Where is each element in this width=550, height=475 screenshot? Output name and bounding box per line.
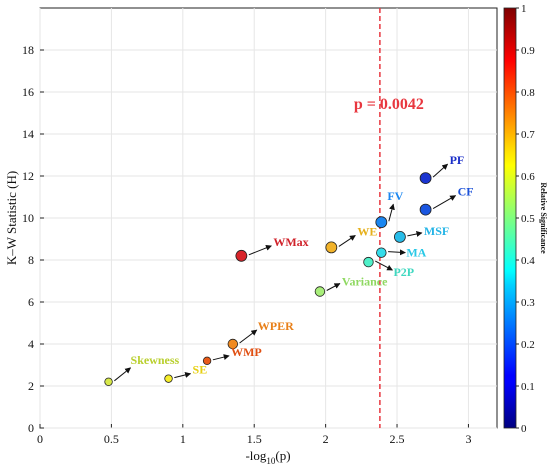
point-labels: Skewness SE WMP WPER WMax Variance WE P2P MA FV MS… xyxy=(131,153,474,377)
colorbar: 0 0.1 0.2 0.3 0.4 0.5 0.6 0.7 0.8 0.9 1 Relative S… xyxy=(503,3,548,435)
arrow-variance xyxy=(326,283,341,291)
arrow-fv xyxy=(388,203,395,222)
point-wper xyxy=(227,338,238,350)
colorbar-tick-label: 0 xyxy=(521,423,527,435)
colorbar-tick-label: 1 xyxy=(521,3,527,15)
y-axis-label: K–W Statistic (H) xyxy=(4,171,19,265)
x-axis-label: -log10(p) xyxy=(245,448,290,466)
label-skewness: Skewness xyxy=(131,353,180,367)
data-points xyxy=(104,172,432,386)
x-tick-label: 0.5 xyxy=(104,432,119,446)
point-wmp xyxy=(202,356,212,365)
colorbar-tick-label: 0.9 xyxy=(521,45,535,57)
y-tick-label: 16 xyxy=(22,85,34,99)
arrow-wper xyxy=(239,329,258,344)
plot-area: p = 0.0042 Skewness SE WMP WPER WMax Variance… xyxy=(39,7,498,429)
colorbar-tick-label: 0.5 xyxy=(521,213,535,225)
x-tick-label: 2.5 xyxy=(390,432,405,446)
colorbar-tick-label: 0.8 xyxy=(521,87,535,99)
threshold-label: p = 0.0042 xyxy=(354,96,424,113)
y-tick-label: 8 xyxy=(28,253,34,267)
arrow-pf xyxy=(432,163,449,178)
point-pf xyxy=(419,172,432,185)
point-skewness xyxy=(104,377,113,386)
point-msf xyxy=(393,230,406,243)
label-variance: Variance xyxy=(342,275,388,289)
y-tick-label: 12 xyxy=(22,169,34,183)
label-msf: MSF xyxy=(424,224,449,238)
point-we xyxy=(325,241,338,254)
x-tick-label: 2 xyxy=(323,432,329,446)
label-wmp: WMP xyxy=(231,345,262,359)
colorbar-label: Relative Significance xyxy=(539,182,548,254)
arrow-wmax xyxy=(248,245,272,256)
colorbar-ticks: 0 0.1 0.2 0.3 0.4 0.5 0.6 0.7 0.8 0.9 1 xyxy=(516,3,535,435)
point-wmax xyxy=(235,249,248,262)
y-tick-label: 4 xyxy=(28,337,34,351)
x-tick-label: 0 xyxy=(37,432,43,446)
colorbar-tick-label: 0.6 xyxy=(521,171,535,183)
point-p2p xyxy=(363,256,374,268)
y-tick-label: 14 xyxy=(22,127,34,141)
y-tick-label: 10 xyxy=(22,211,34,225)
colorbar-tick-label: 0.7 xyxy=(521,129,535,141)
grid xyxy=(39,8,497,429)
x-tick-label: 1 xyxy=(180,432,186,446)
arrow-se xyxy=(174,372,192,379)
y-tick-label: 0 xyxy=(28,421,34,435)
y-tick-label: 6 xyxy=(28,295,34,309)
arrows xyxy=(114,163,457,382)
label-wmax: WMax xyxy=(273,235,308,249)
colorbar-tick-label: 0.1 xyxy=(521,381,535,393)
arrow-we xyxy=(338,234,356,247)
label-cf: CF xyxy=(458,185,474,199)
point-se xyxy=(164,374,173,383)
label-ma: MA xyxy=(406,246,426,260)
point-cf xyxy=(419,203,432,216)
point-variance xyxy=(314,286,326,297)
label-we: WE xyxy=(357,224,377,238)
colorbar-gradient xyxy=(503,7,517,429)
arrow-cf xyxy=(432,195,457,210)
arrow-msf xyxy=(407,231,423,237)
colorbar-tick-label: 0.2 xyxy=(521,339,535,351)
y-tick-label: 2 xyxy=(28,379,34,393)
label-wper: WPER xyxy=(258,319,294,333)
x-tick-labels: 0 0.5 1 1.5 2 2.5 3 xyxy=(37,432,471,446)
label-se: SE xyxy=(193,363,208,377)
point-fv xyxy=(375,216,388,229)
arrow-wmp xyxy=(212,354,230,361)
y-tick-label: 18 xyxy=(22,43,34,57)
arrow-skewness xyxy=(114,367,132,382)
point-ma xyxy=(376,247,387,258)
x-tick-label: 1.5 xyxy=(247,432,262,446)
label-pf: PF xyxy=(450,153,465,167)
label-fv: FV xyxy=(387,189,403,203)
label-p2p: P2P xyxy=(393,265,414,279)
x-tick-label: 3 xyxy=(465,432,471,446)
arrow-p2p xyxy=(375,260,394,271)
colorbar-tick-label: 0.3 xyxy=(521,297,535,309)
arrow-ma xyxy=(388,249,406,256)
y-tick-labels: 0 2 4 6 8 10 12 14 16 18 xyxy=(22,43,34,435)
colorbar-tick-label: 0.4 xyxy=(521,255,535,267)
